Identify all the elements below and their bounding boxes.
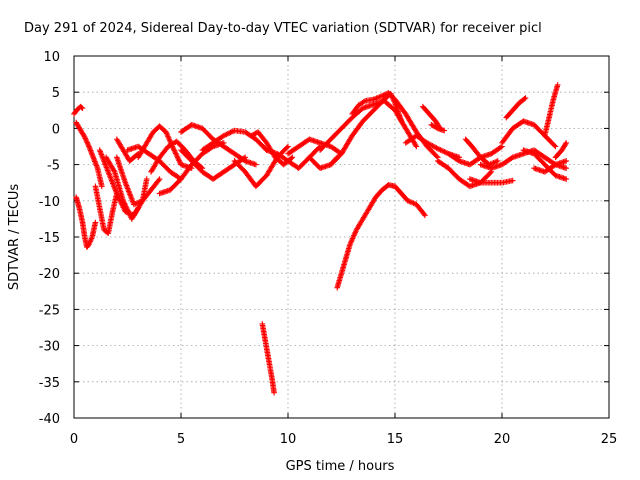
data-point <box>521 96 528 102</box>
series-arc01 <box>71 103 86 117</box>
data-point <box>380 92 387 99</box>
series-arc14 <box>178 147 248 182</box>
data-point <box>156 176 163 182</box>
x-tick-label: 15 <box>387 432 404 447</box>
data-point <box>143 176 150 182</box>
data-point <box>360 98 367 105</box>
y-tick-label: -35 <box>39 376 60 391</box>
series-arc02 <box>73 119 105 190</box>
y-tick-label: -25 <box>39 303 60 318</box>
y-tick-label: 10 <box>43 50 60 65</box>
x-tick-label: 10 <box>280 432 297 447</box>
data-point <box>271 389 277 396</box>
series-arc37 <box>552 140 569 161</box>
data-point <box>241 155 247 161</box>
data-point <box>552 143 559 150</box>
data-point <box>433 153 440 160</box>
data-point <box>494 158 501 164</box>
data-point <box>441 127 448 134</box>
series-arc23 <box>349 90 441 161</box>
series-arc10 <box>114 136 141 164</box>
series-arc35 <box>531 158 569 175</box>
series-arc03 <box>73 194 99 250</box>
data-point <box>253 161 259 168</box>
data-point <box>92 219 99 226</box>
series-arc16 <box>231 143 291 190</box>
x-tick-label: 25 <box>601 432 618 447</box>
data-point <box>412 142 419 149</box>
data-point <box>78 104 85 111</box>
data-point <box>79 105 86 111</box>
series-arc38 <box>334 182 428 291</box>
data-point <box>422 212 428 219</box>
series-arc31 <box>467 176 516 186</box>
data-point <box>563 176 569 182</box>
series-arc33 <box>503 95 529 121</box>
x-axis-label: GPS time / hours <box>286 459 395 474</box>
series-arc06 <box>96 147 150 219</box>
y-tick-labels: 10 5 0 -5 -10 -15 -20 -25 -30 -35 -40 <box>39 50 60 427</box>
data-point <box>554 82 561 88</box>
data-point <box>551 162 558 169</box>
data-point <box>563 158 569 164</box>
data-point <box>155 177 162 184</box>
series-arc29 <box>462 136 501 168</box>
axis-ticks <box>73 55 610 419</box>
data-point <box>487 170 494 176</box>
y-tick-label: -40 <box>39 412 60 427</box>
chart-title: Day 291 of 2024, Sidereal Day-to-day VTE… <box>24 21 542 36</box>
data-point <box>285 143 291 150</box>
series-arc07 <box>114 154 163 208</box>
data-point <box>379 93 385 99</box>
data-point <box>433 124 440 131</box>
data-point <box>421 211 427 217</box>
data-point <box>381 91 388 98</box>
y-tick-label: 5 <box>52 86 60 101</box>
data-point <box>551 142 558 149</box>
series-arc15 <box>199 127 270 153</box>
x-tick-label: 0 <box>70 432 78 447</box>
y-tick-label: -10 <box>39 195 60 210</box>
series-arc21 <box>317 98 420 153</box>
y-tick-label: 0 <box>52 122 60 137</box>
data-point <box>413 143 420 150</box>
data-point <box>288 155 295 162</box>
series-arc39 <box>259 321 277 396</box>
data-point <box>562 141 569 147</box>
series-arc36 <box>542 82 561 139</box>
data-point <box>134 151 140 158</box>
series-arc18 <box>263 143 323 172</box>
grid-lines <box>74 56 609 418</box>
x-tick-label: 20 <box>494 432 511 447</box>
data-points <box>71 82 569 396</box>
y-axis-label: SDTVAR / TECUs <box>7 184 22 291</box>
data-point <box>509 177 516 184</box>
data-point <box>563 140 569 146</box>
data-point <box>398 118 405 124</box>
data-point <box>508 155 515 161</box>
data-point <box>289 154 296 161</box>
data-point <box>99 183 105 190</box>
data-point <box>455 157 461 163</box>
x-tick-labels: 0 5 10 15 20 25 <box>70 432 617 447</box>
y-tick-label: -20 <box>39 267 60 282</box>
data-point <box>563 165 569 172</box>
data-point <box>498 144 504 151</box>
data-point <box>135 150 141 157</box>
data-point <box>284 144 290 151</box>
series-arc26 <box>428 121 448 134</box>
series-arc32 <box>499 118 559 150</box>
data-point <box>522 95 529 101</box>
data-point <box>242 154 248 161</box>
data-point <box>111 167 117 174</box>
y-tick-label: -5 <box>47 159 60 174</box>
y-tick-label: -30 <box>39 340 60 355</box>
x-tick-label: 5 <box>177 432 185 447</box>
y-tick-label: -15 <box>39 231 60 246</box>
